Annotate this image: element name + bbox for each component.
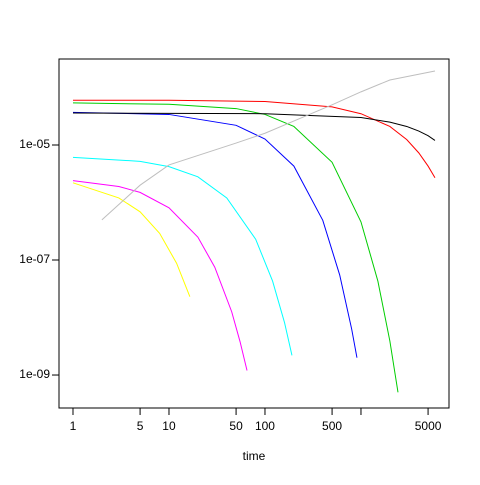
series-line <box>72 182 191 297</box>
series-line <box>72 111 358 358</box>
series-line <box>72 156 293 356</box>
x-tick-label: 5 <box>137 419 144 433</box>
x-tick-label: 500 <box>322 419 342 433</box>
x-tick-label: 5000 <box>415 419 442 433</box>
series-line <box>72 102 399 393</box>
y-tick-label: 1e-07 <box>19 252 50 266</box>
series-line <box>72 112 436 141</box>
x-tick-label: 50 <box>229 419 243 433</box>
x-axis-label: time <box>243 449 266 463</box>
y-tick-label: 1e-09 <box>19 367 50 381</box>
y-tick-label: 1e-05 <box>19 137 50 151</box>
series-line <box>101 70 436 221</box>
series-line <box>72 180 248 371</box>
x-tick-label: 10 <box>162 419 176 433</box>
x-tick-label: 1 <box>70 419 77 433</box>
x-tick-label: 100 <box>255 419 275 433</box>
plot-frame <box>58 58 450 409</box>
